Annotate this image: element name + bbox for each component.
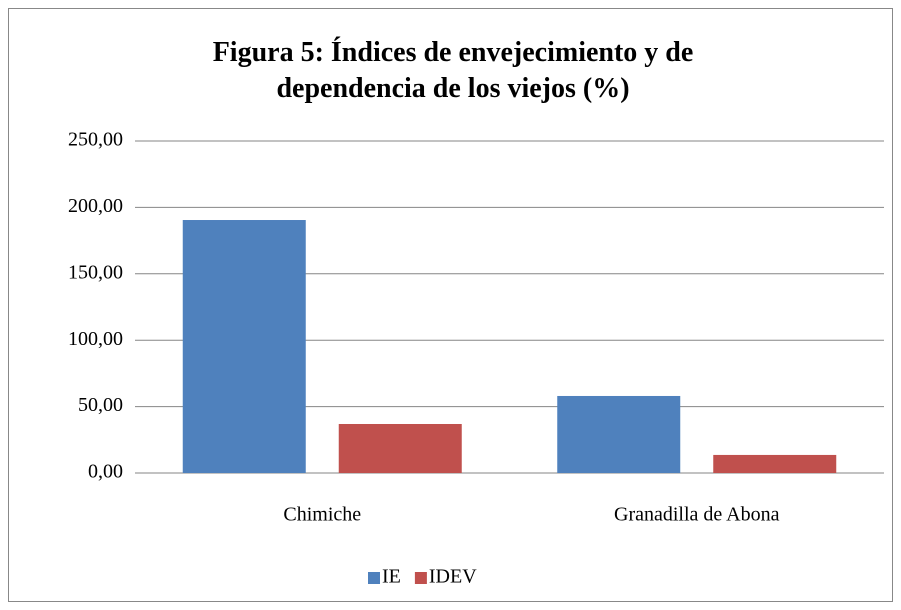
x-tick-label: Granadilla de Abona: [614, 504, 780, 526]
y-tick-label: 150,00: [68, 261, 123, 283]
bar: [338, 423, 462, 473]
bar: [713, 454, 837, 473]
y-tick-label: 100,00: [68, 328, 123, 350]
chart-title: Figura 5: Índices de envejecimiento y de…: [212, 37, 694, 104]
bar: [182, 220, 306, 473]
y-tick-label: 0,00: [88, 461, 123, 483]
chart-border: [8, 8, 893, 602]
legend-swatch: [368, 572, 380, 584]
y-tick-label: 50,00: [78, 394, 123, 416]
bar: [557, 395, 681, 473]
y-tick-label: 200,00: [68, 195, 123, 217]
legend-label: IE: [382, 566, 401, 588]
legend-label: IDEV: [429, 566, 477, 588]
x-tick-label: Chimiche: [283, 504, 361, 526]
legend-swatch: [414, 572, 427, 584]
y-tick-label: 250,00: [68, 129, 123, 151]
